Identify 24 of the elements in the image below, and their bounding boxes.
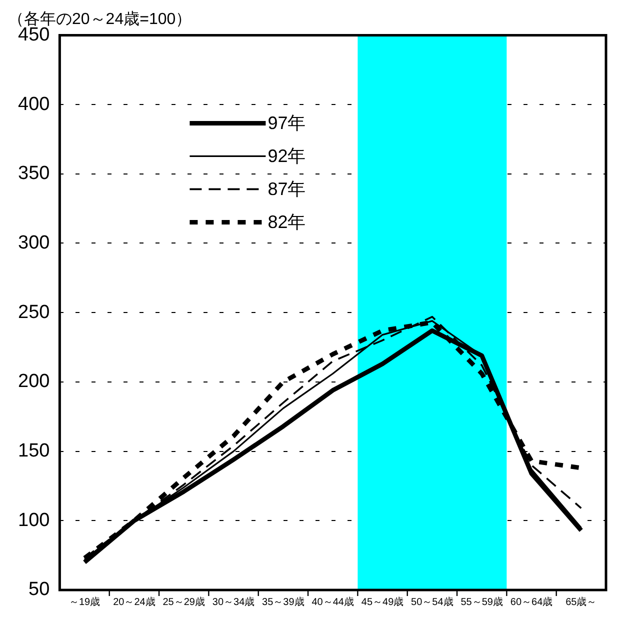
x-tick-label: 20～24歳	[113, 596, 156, 608]
x-tick-label: 35～39歳	[262, 596, 304, 608]
x-tick-label: 50～54歳	[411, 596, 454, 608]
legend-label: 97年	[268, 113, 306, 134]
x-tick-label: ～19歳	[68, 596, 100, 608]
y-tick-label: 350	[18, 163, 50, 184]
x-tick-label: 60～64歳	[510, 596, 553, 608]
x-tick-label: 25～29歳	[162, 596, 205, 608]
y-tick-label: 200	[18, 371, 50, 392]
legend-label: 82年	[268, 212, 306, 232]
x-tick-label: 45～49歳	[361, 596, 404, 608]
x-tick-label: 55～59歳	[460, 596, 503, 608]
chart-title: （各年の20～24歳=100）	[8, 10, 192, 28]
y-tick-label: 300	[18, 232, 50, 254]
y-tick-label: 100	[18, 510, 50, 531]
legend-label: 87年	[268, 179, 306, 200]
legend-label: 92年	[268, 146, 306, 166]
x-tick-label: 65歳～	[566, 596, 597, 608]
y-tick-label: 150	[18, 440, 50, 462]
x-tick-label: 30～34歳	[212, 596, 255, 608]
y-tick-label: 250	[18, 302, 50, 323]
y-tick-label: 50	[28, 579, 50, 600]
x-tick-label: 40～44歳	[312, 596, 354, 608]
y-tick-label: 400	[18, 94, 50, 115]
